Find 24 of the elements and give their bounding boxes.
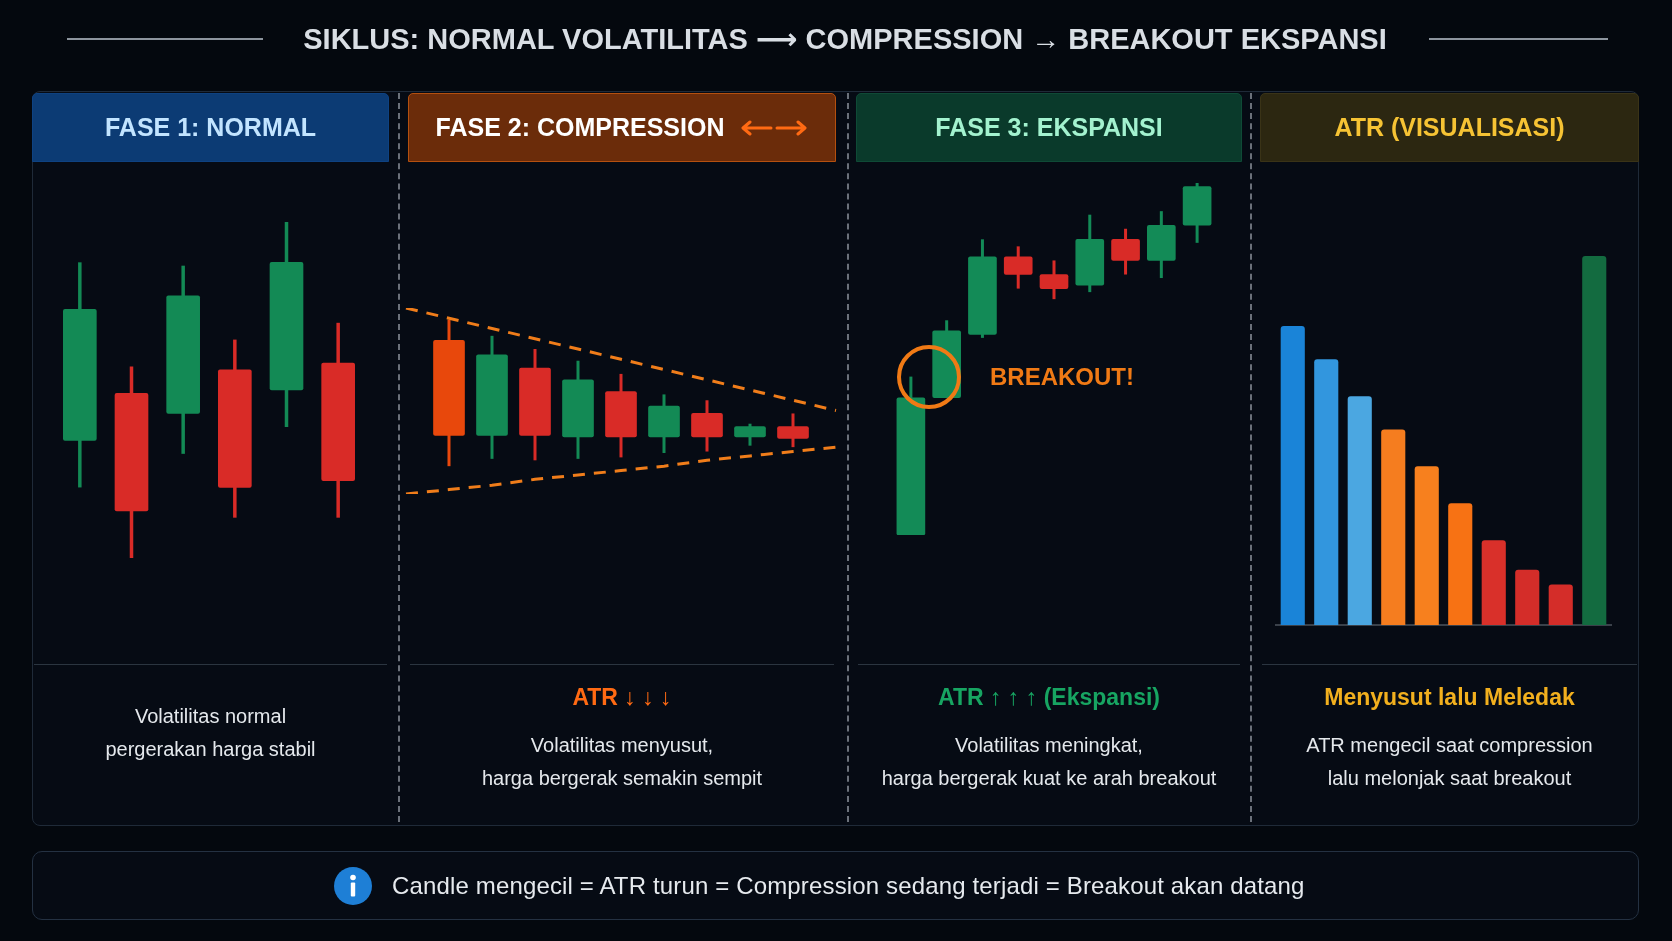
bar	[1314, 359, 1339, 625]
bar	[1414, 466, 1439, 625]
bar	[1481, 540, 1506, 625]
text: ATR ↑ ↑ ↑ (Ekspansi)	[938, 684, 1160, 710]
text: Candle mengecil = ATR turun = Compression sedang terjadi = Breakout akan datang	[392, 871, 1305, 900]
bar	[1280, 326, 1305, 625]
bar	[1347, 396, 1372, 625]
text: ATR ↓ ↓ ↓	[572, 684, 672, 710]
bar	[1548, 584, 1573, 625]
text: ATR mengecil saat compression lalu melonjak saat breakout	[1306, 734, 1593, 789]
bar	[1582, 256, 1607, 625]
chart-title: FASE 3: EKSPANSI	[935, 113, 1163, 142]
bar	[1381, 429, 1406, 625]
text: Menyusut lalu Meledak	[1324, 684, 1575, 710]
text: Volatilitas menyusut, harga bergerak semakin sempit	[481, 734, 763, 789]
bar	[1448, 503, 1473, 625]
chart-title: ATR (VISUALISASI)	[1334, 113, 1565, 142]
annotation: BREAKOUT!	[990, 363, 1134, 390]
chart-title: FASE 1: NORMAL	[104, 113, 317, 142]
text: SIKLUS: NORMAL VOLATILITAS ⟶ COMPRESSION → BREAKOUT EKSPANSI	[303, 22, 1387, 56]
text: Volatilitas normal pergerakan harga stabil	[105, 705, 316, 760]
text: Volatilitas meningkat, harga bergerak kuat ke arah breakout	[881, 734, 1217, 789]
chart-title: FASE 2: COMPRESSION	[435, 113, 725, 142]
bar	[1515, 569, 1540, 625]
